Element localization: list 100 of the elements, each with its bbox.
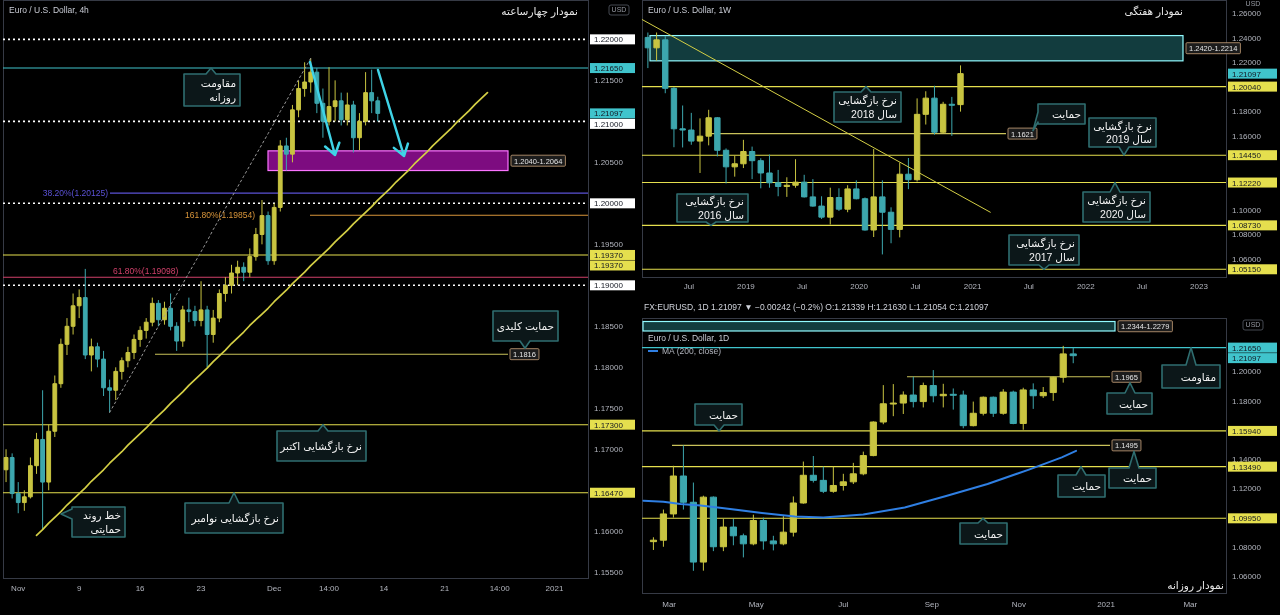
x-tick-label: 23 (196, 584, 207, 593)
text: Euro / U.S. Dollar, 4h (9, 5, 90, 15)
y-tick-label: 1.24000 (1232, 33, 1262, 43)
annotation: نرخ بازگشایی اکتبر (279, 440, 362, 453)
chart-subtitle: نمودار چهارساعته (501, 5, 578, 18)
x-tick-label: Mar (662, 600, 677, 609)
callout: مقاومت روزانه (183, 67, 241, 107)
callout: مقاومت (1161, 346, 1221, 389)
x-tick-label: 16 (135, 584, 146, 593)
x-tick-label: Dec (267, 584, 282, 593)
ref-line-label: 1.12220 (1232, 178, 1262, 188)
x-tick-label: Nov (1011, 600, 1027, 609)
y-tick-label: 1.15500 (594, 568, 624, 578)
x-tick-label: 2019 (737, 282, 756, 291)
ref-line-label: 61.80%(1.19098) (113, 266, 179, 277)
legend: MA (200, close) (647, 346, 722, 356)
callout: حمایت کلیدی (492, 310, 559, 349)
annotation: نرخ بازگشایی سال 2019 (1093, 119, 1152, 146)
y-tick-label: 1.26000 (1232, 9, 1262, 19)
x-tick-label: 2021 (545, 584, 564, 593)
callout: حمایت (1032, 103, 1086, 132)
text: 1.21097 (1232, 69, 1262, 79)
y-tick-label: 1.20500 (594, 158, 624, 168)
text: 1.21097 (1232, 354, 1262, 364)
ref-line-label: 1.21650 (1232, 343, 1262, 353)
text: Euro / U.S. Dollar, 1D (648, 333, 730, 343)
y-tick-label: 1.12000 (1232, 484, 1262, 494)
x-tick-label: Jul (1136, 282, 1148, 291)
annotation: نرخ بازگشایی نوامبر (190, 512, 279, 525)
callout: حمایت (694, 403, 743, 432)
x-tick-label: Nov (11, 584, 26, 593)
callout: حمایت (959, 517, 1008, 545)
y-tick-label: 1.19500 (594, 240, 624, 250)
ref-line-label: 1.20040 (1232, 82, 1262, 92)
y-tick-label: 1.14000 (1232, 455, 1262, 465)
annotation: نرخ بازگشایی سال 2018 (838, 94, 897, 120)
y-tick-label: 1.20000 (1232, 367, 1262, 377)
x-tick-label: 2021 (1097, 600, 1116, 609)
x-tick-label: 2021 (963, 282, 983, 291)
x-tick-label: Sep (924, 600, 940, 609)
annotation: حمایت کلیدی (496, 320, 554, 332)
chart-subtitle: نمودار هفتگی (1124, 5, 1183, 18)
y-tick-label: 1.18000 (1232, 396, 1262, 406)
y-tick-label: 1.16000 (1232, 131, 1262, 141)
x-tick-label: 2022 (1076, 282, 1096, 291)
callout: نرخ بازگشایی اکتبر (276, 423, 367, 462)
annotation: مقاومت (1180, 370, 1216, 384)
x-tick-label: Jul (838, 600, 849, 609)
text: 1.19370 (594, 261, 624, 271)
y-tick-label: 1.22000 (1232, 58, 1262, 68)
y-tick-label: 1.06000 (1232, 571, 1262, 581)
y-tick-label: 1.16000 (594, 527, 624, 537)
annotation: حمایت (1123, 472, 1152, 484)
y-tick-label: 1.17500 (594, 404, 624, 414)
x-tick-label: 2020 (850, 282, 869, 291)
y-tick-label: 1.21500 (594, 76, 624, 86)
callout: نرخ بازگشایی سال 2020 (1082, 181, 1151, 223)
x-tick-label: Jul (1023, 282, 1035, 291)
x-tick-label: 14:00 (319, 584, 340, 593)
y-tick-label: 1.10000 (1232, 205, 1262, 215)
text: Euro / U.S. Dollar, 1W (648, 5, 732, 15)
callout: نرخ بازگشایی سال 2018 (833, 85, 902, 123)
text: 1.21097 (594, 109, 624, 119)
ref-line-label: 1.09950 (1232, 514, 1262, 524)
ref-line-label: 1.08730 (1232, 221, 1262, 231)
annotation: حمایت (974, 527, 1003, 540)
callout: خط روند حمایتی (60, 506, 126, 538)
annotation: حمایت (1052, 108, 1081, 120)
y-tick-label: 1.06000 (1232, 254, 1262, 264)
ref-line-label: 1.13490 (1232, 462, 1262, 472)
annotation: نرخ بازگشایی سال 2020 (1087, 194, 1146, 220)
x-tick-label: Jul (910, 282, 921, 291)
y-tick-label: 1.18000 (1232, 107, 1262, 117)
ref-line-label: 1.15940 (1232, 426, 1262, 436)
x-tick-label: Mar (1183, 600, 1198, 609)
callout: نرخ بازگشایی سال 2016 (676, 193, 749, 227)
ref-line-label: 1.19370 (594, 250, 624, 260)
y-tick-label: 1.08000 (1232, 230, 1262, 240)
annotation: نرخ بازگشایی سال 2016 (685, 195, 744, 221)
x-tick-label: May (748, 600, 764, 609)
annotation: حمایت (1072, 480, 1101, 492)
ref-line-label: 1.14450 (1232, 151, 1262, 161)
y-tick-label: 1.18000 (594, 363, 624, 373)
ref-line-label: 1.05150 (1232, 265, 1262, 275)
legend-label: MA (200, close) (662, 346, 722, 356)
x-tick-label: 14:00 (489, 584, 511, 593)
callout: حمایت (1108, 450, 1157, 489)
annotation: خط روند حمایتی (83, 509, 121, 535)
callout: نرخ بازگشایی نوامبر (184, 491, 284, 534)
x-tick-label: Jul (683, 282, 695, 291)
annotation: مقاومت روزانه (200, 77, 236, 104)
x-tick-label: Jul (796, 282, 808, 291)
annotation: نرخ بازگشایی سال 2017 (1016, 237, 1075, 263)
text: FX:EURUSD, 1D 1.21097 ▼ −0.00242 (−0.2%) O:1.21339 H:1.21630 L:1.21054 C:1.21097 (644, 302, 989, 312)
ref-line-label: 1.16470 (594, 488, 624, 498)
ref-line-label: 1.19000 (594, 281, 624, 291)
y-tick-label: 1.18500 (594, 322, 624, 332)
x-tick-label: 2023 (1190, 282, 1209, 291)
ref-line-label: 1.21000 (594, 119, 624, 129)
text: نمودار روزانه (1167, 579, 1224, 592)
